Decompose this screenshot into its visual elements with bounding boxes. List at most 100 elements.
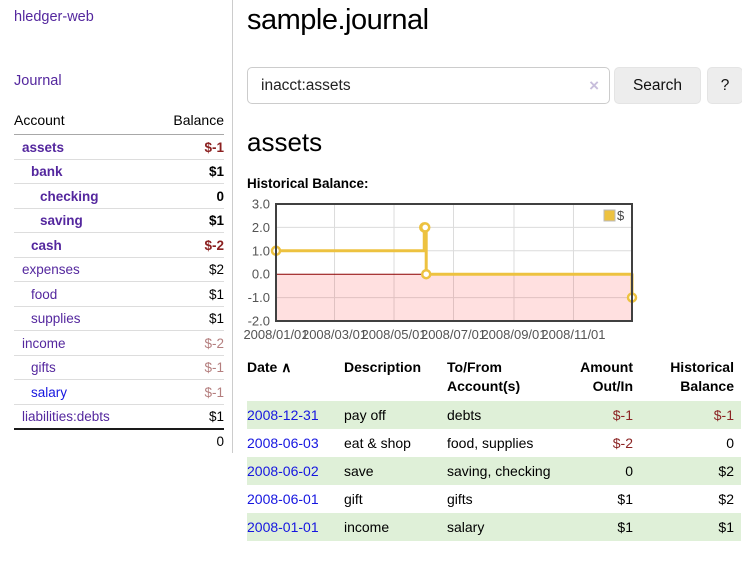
- account-row: checking 0: [14, 184, 224, 209]
- search-button[interactable]: Search: [614, 67, 701, 104]
- account-link-expenses[interactable]: expenses: [22, 262, 80, 277]
- svg-text:2008/03/01: 2008/03/01: [302, 327, 367, 342]
- column-header-amount: Amount Out/In: [580, 359, 633, 394]
- search-input-wrap: ×: [247, 67, 610, 104]
- main-content: sample.journal × Search ? assets Histori…: [233, 0, 742, 541]
- transaction-description: gift: [344, 491, 363, 507]
- transaction-accounts: salary: [447, 519, 485, 535]
- transaction-description: save: [344, 463, 374, 479]
- svg-text:$: $: [617, 208, 625, 223]
- account-row: saving $1: [14, 209, 224, 233]
- transaction-amount: $-2: [612, 435, 633, 451]
- svg-text:2008/07/01: 2008/07/01: [421, 327, 486, 342]
- column-header-description: Description: [344, 359, 422, 375]
- account-link-cash[interactable]: cash: [31, 237, 62, 253]
- account-row: cash $-2: [14, 233, 224, 258]
- account-balance: $1: [208, 213, 224, 228]
- account-balance: $1: [208, 286, 224, 302]
- account-tree-header: Account Balance: [14, 109, 224, 135]
- account-link-assets[interactable]: assets: [22, 139, 65, 155]
- account-balance: $-1: [204, 139, 224, 155]
- transaction-accounts: gifts: [447, 491, 473, 507]
- svg-text:2008/05/01: 2008/05/01: [361, 327, 426, 342]
- svg-text:2.0: 2.0: [252, 220, 270, 235]
- help-button[interactable]: ?: [707, 67, 742, 104]
- transaction-date-link[interactable]: 2008-06-01: [247, 491, 319, 507]
- transaction-accounts: saving, checking: [447, 463, 551, 479]
- account-link-salary[interactable]: salary: [31, 384, 68, 400]
- brand-link[interactable]: hledger-web: [14, 9, 94, 25]
- account-balance: $1: [208, 311, 224, 326]
- register-header-row: Date ∧ Description To/From Account(s) Am…: [247, 358, 741, 401]
- svg-text:2008/11/01: 2008/11/01: [541, 327, 605, 342]
- register-table-body: 2008-12-31 pay off debts $-1 $-1 2008-06-03 ea…: [247, 401, 741, 541]
- account-row: supplies $1: [14, 307, 224, 331]
- svg-text:2008/01/01: 2008/01/01: [243, 327, 308, 342]
- account-balance: $1: [208, 164, 224, 179]
- account-link-supplies[interactable]: supplies: [31, 311, 81, 326]
- sidebar-item-journal[interactable]: Journal: [14, 73, 62, 89]
- account-link-food[interactable]: food: [31, 286, 58, 302]
- account-balance: $-2: [204, 237, 224, 253]
- account-row: gifts $-1: [14, 356, 224, 380]
- account-balance: $-2: [204, 335, 224, 351]
- register-row: 2008-06-03 eat & shop food, supplies $-2 0: [247, 429, 741, 457]
- account-link-gifts[interactable]: gifts: [31, 360, 56, 375]
- transaction-amount: $-1: [612, 407, 633, 423]
- chart-legend: $: [603, 208, 625, 223]
- account-link-checking[interactable]: checking: [40, 188, 99, 204]
- account-row: expenses $2: [14, 258, 224, 282]
- transaction-accounts: food, supplies: [447, 435, 534, 451]
- transaction-date-link[interactable]: 2008-12-31: [247, 407, 319, 423]
- account-link-bank[interactable]: bank: [31, 164, 63, 179]
- register-row: 2008-12-31 pay off debts $-1 $-1: [247, 401, 741, 429]
- account-tree-body: assets $-1 bank $1 checking 0 saving $1 cash $-2 e…: [14, 135, 224, 428]
- chart-title: Historical Balance:: [247, 176, 369, 191]
- register-table: Date ∧ Description To/From Account(s) Am…: [247, 358, 741, 541]
- transaction-balance: $-1: [713, 407, 734, 423]
- transaction-balance: $1: [718, 519, 734, 535]
- page-title: sample.journal: [247, 4, 429, 36]
- svg-text:-2.0: -2.0: [248, 314, 270, 329]
- account-link-saving[interactable]: saving: [40, 213, 83, 228]
- transaction-balance: $2: [718, 491, 734, 507]
- sidebar: hledger-web Journal Account Balance asse…: [0, 0, 233, 453]
- account-row: bank $1: [14, 160, 224, 184]
- transaction-date-link[interactable]: 2008-06-03: [247, 435, 319, 451]
- svg-text:0.0: 0.0: [252, 267, 270, 282]
- sort-ascending-icon: ∧: [281, 359, 292, 375]
- account-row: income $-2: [14, 331, 224, 356]
- column-header-date[interactable]: Date ∧: [247, 359, 292, 375]
- account-tree-total: 0: [14, 428, 224, 453]
- transaction-amount: $1: [617, 491, 633, 507]
- app-layout: hledger-web Journal Account Balance asse…: [0, 0, 742, 541]
- transaction-accounts: debts: [447, 407, 482, 423]
- account-link-liabilities-debts[interactable]: liabilities:debts: [22, 409, 110, 424]
- account-balance: 0: [216, 188, 224, 204]
- column-header-accounts: To/From Account(s): [447, 359, 521, 394]
- account-row: salary $-1: [14, 380, 224, 405]
- transaction-description: pay off: [344, 407, 386, 423]
- clear-search-icon[interactable]: ×: [589, 75, 599, 95]
- svg-text:2008/09/01: 2008/09/01: [481, 327, 546, 342]
- transaction-description: income: [344, 519, 390, 535]
- account-balance: $2: [208, 262, 224, 277]
- account-balance: $1: [208, 409, 224, 424]
- transaction-date-link[interactable]: 2008-06-02: [247, 463, 319, 479]
- transaction-description: eat & shop: [344, 435, 411, 451]
- account-row: assets $-1: [14, 135, 224, 160]
- transaction-date-link[interactable]: 2008-01-01: [247, 519, 319, 535]
- column-header-balance: Historical Balance: [670, 359, 734, 394]
- account-balance: $-1: [204, 360, 224, 375]
- search-input[interactable]: [247, 67, 610, 104]
- account-link-income[interactable]: income: [22, 335, 66, 351]
- account-heading: assets: [247, 127, 323, 157]
- svg-text:3.0: 3.0: [252, 198, 270, 212]
- transaction-amount: $1: [617, 519, 633, 535]
- svg-text:-1.0: -1.0: [248, 290, 270, 305]
- register-row: 2008-06-02 save saving, checking 0 $2: [247, 457, 741, 485]
- search-form: × Search ?: [247, 67, 742, 104]
- register-row: 2008-01-01 income salary $1 $1: [247, 513, 741, 541]
- account-row: food $1: [14, 282, 224, 307]
- svg-text:1.0: 1.0: [252, 243, 270, 258]
